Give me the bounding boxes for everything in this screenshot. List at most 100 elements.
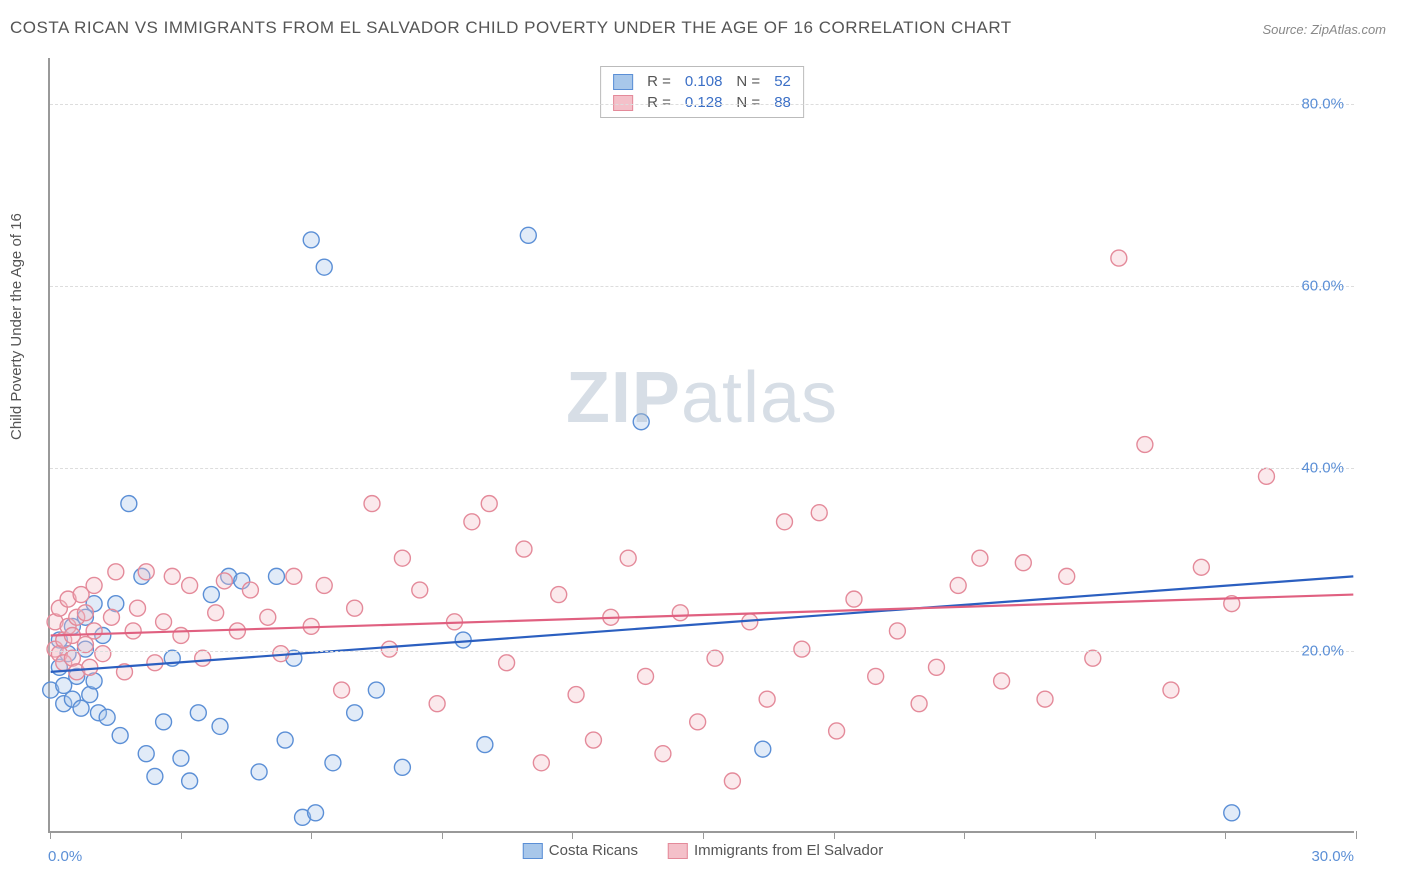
data-point <box>190 705 206 721</box>
data-point <box>429 696 445 712</box>
data-point <box>316 577 332 593</box>
data-point <box>811 505 827 521</box>
data-point <box>182 577 198 593</box>
data-point <box>325 755 341 771</box>
y-tick-label: 40.0% <box>1301 460 1344 477</box>
data-point <box>1085 650 1101 666</box>
x-tick <box>1225 831 1226 839</box>
scatter-svg <box>50 58 1354 831</box>
data-point <box>364 496 380 512</box>
data-point <box>286 568 302 584</box>
data-point <box>1037 691 1053 707</box>
x-tick <box>834 831 835 839</box>
x-tick <box>964 831 965 839</box>
data-point <box>464 514 480 530</box>
data-point <box>268 568 284 584</box>
data-point <box>1193 559 1209 575</box>
x-tick <box>1356 831 1357 839</box>
data-point <box>551 587 567 603</box>
gridline <box>50 286 1354 287</box>
data-point <box>212 718 228 734</box>
data-point <box>381 641 397 657</box>
y-axis-label: Child Poverty Under the Age of 16 <box>8 213 25 440</box>
x-tick <box>311 831 312 839</box>
data-point <box>950 577 966 593</box>
data-point <box>251 764 267 780</box>
chart-plot-area: ZIPatlas R =0.108N =52R =0.128N =88 20.0… <box>48 58 1354 833</box>
data-point <box>216 573 232 589</box>
legend-r-label: R = <box>647 73 671 90</box>
data-point <box>1059 568 1075 584</box>
data-point <box>242 582 258 598</box>
data-point <box>182 773 198 789</box>
data-point <box>208 605 224 621</box>
legend-label: Immigrants from El Salvador <box>694 842 883 859</box>
data-point <box>77 605 93 621</box>
data-point <box>394 550 410 566</box>
x-tick <box>50 831 51 839</box>
y-tick-label: 20.0% <box>1301 642 1344 659</box>
data-point <box>655 746 671 762</box>
source-attribution: Source: ZipAtlas.com <box>1262 22 1386 37</box>
gridline <box>50 651 1354 652</box>
legend-n-label: N = <box>736 73 760 90</box>
data-point <box>972 550 988 566</box>
data-point <box>173 750 189 766</box>
data-point <box>229 623 245 639</box>
legend-stats: R =0.108N =52R =0.128N =88 <box>600 66 804 118</box>
data-point <box>195 650 211 666</box>
data-point <box>277 732 293 748</box>
data-point <box>1258 468 1274 484</box>
data-point <box>520 227 536 243</box>
data-point <box>724 773 740 789</box>
data-point <box>112 728 128 744</box>
x-tick <box>1095 831 1096 839</box>
legend-r-value: 0.128 <box>685 94 723 111</box>
data-point <box>308 805 324 821</box>
data-point <box>1163 682 1179 698</box>
data-point <box>620 550 636 566</box>
data-point <box>1111 250 1127 266</box>
data-point <box>147 768 163 784</box>
x-tick <box>572 831 573 839</box>
legend-stat-row: R =0.108N =52 <box>613 71 791 92</box>
data-point <box>829 723 845 739</box>
data-point <box>394 759 410 775</box>
data-point <box>368 682 384 698</box>
data-point <box>99 709 115 725</box>
data-point <box>690 714 706 730</box>
data-point <box>499 655 515 671</box>
data-point <box>1015 555 1031 571</box>
legend-item: Costa Ricans <box>523 842 638 859</box>
y-tick-label: 60.0% <box>1301 277 1344 294</box>
data-point <box>928 659 944 675</box>
data-point <box>203 587 219 603</box>
data-point <box>911 696 927 712</box>
legend-label: Costa Ricans <box>549 842 638 859</box>
x-axis-max-label: 30.0% <box>1311 848 1354 865</box>
data-point <box>585 732 601 748</box>
data-point <box>794 641 810 657</box>
data-point <box>138 564 154 580</box>
legend-swatch <box>613 95 633 111</box>
data-point <box>759 691 775 707</box>
data-point <box>316 259 332 275</box>
data-point <box>672 605 688 621</box>
data-point <box>95 646 111 662</box>
data-point <box>156 614 172 630</box>
legend-swatch <box>613 74 633 90</box>
data-point <box>481 496 497 512</box>
data-point <box>303 232 319 248</box>
data-point <box>130 600 146 616</box>
data-point <box>455 632 471 648</box>
data-point <box>889 623 905 639</box>
x-tick <box>703 831 704 839</box>
x-axis-min-label: 0.0% <box>48 848 82 865</box>
trend-line <box>51 595 1354 636</box>
legend-n-label: N = <box>736 94 760 111</box>
data-point <box>260 609 276 625</box>
data-point <box>138 746 154 762</box>
data-point <box>82 659 98 675</box>
data-point <box>347 705 363 721</box>
data-point <box>516 541 532 557</box>
